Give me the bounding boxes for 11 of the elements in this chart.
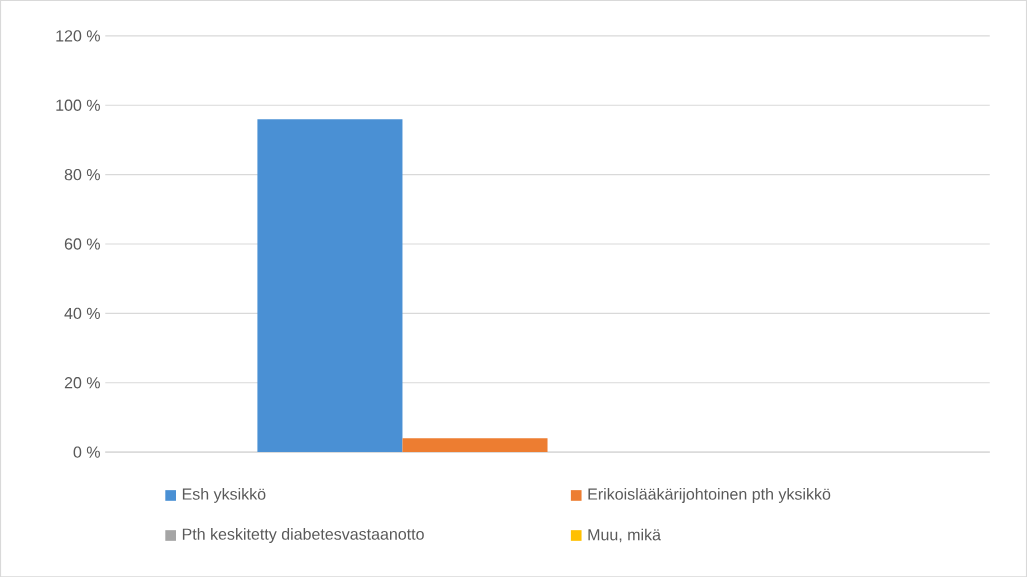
legend-label: Pth keskitetty diabetesvastaanotto — [182, 527, 424, 543]
y-tick-label: 100 % — [56, 99, 100, 111]
legend-label: Erikoislääkärijohtoinen pth yksikkö — [588, 487, 831, 503]
y-tick-label: 120 % — [56, 30, 100, 42]
y-tick-label: 60 % — [64, 238, 100, 250]
y-tick-label: 40 % — [64, 307, 100, 319]
legend-label: Esh yksikkö — [182, 487, 266, 503]
y-tick-label: 0 % — [73, 446, 100, 458]
legend-label: Muu, mikä — [588, 528, 661, 543]
y-tick-label: 20 % — [64, 376, 100, 389]
y-tick-label: 80 % — [64, 168, 100, 181]
